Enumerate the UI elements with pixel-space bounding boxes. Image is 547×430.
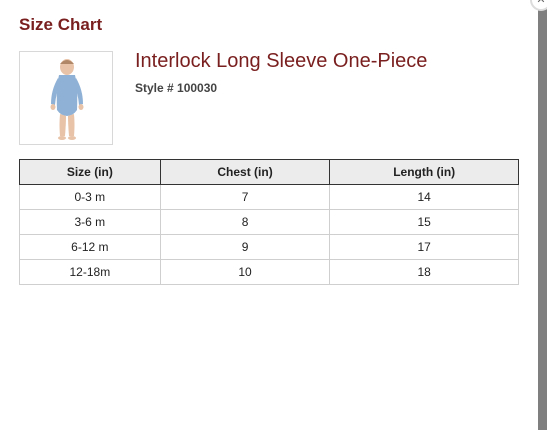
table-row: 6-12 m 9 17 (19, 234, 519, 260)
close-button[interactable]: ✕ (530, 0, 547, 11)
column-header-length: Length (in) (329, 159, 519, 185)
baby-onesie-image (50, 59, 84, 140)
table-row: 3-6 m 8 15 (19, 209, 519, 235)
table-row: 0-3 m 7 14 (19, 184, 519, 210)
cell-chest: 7 (159, 184, 331, 210)
size-chart-table: Size (in) Chest (in) Length (in) 0-3 m 7… (19, 159, 519, 285)
cell-size: 0-3 m (19, 184, 161, 210)
modal-title: Size Chart (19, 15, 103, 34)
close-icon: ✕ (536, 0, 545, 6)
cell-size: 12-18m (19, 259, 161, 285)
product-thumbnail (19, 51, 113, 145)
cell-length: 17 (329, 234, 519, 260)
cell-size: 3-6 m (19, 209, 161, 235)
product-name: Interlock Long Sleeve One-Piece (135, 50, 428, 72)
cell-size: 6-12 m (19, 234, 161, 260)
column-header-chest: Chest (in) (159, 159, 331, 185)
cell-length: 14 (329, 184, 519, 210)
cell-length: 18 (329, 259, 519, 285)
column-header-size: Size (in) (19, 159, 161, 185)
cell-length: 15 (329, 209, 519, 235)
cell-chest: 10 (159, 259, 331, 285)
cell-chest: 9 (159, 234, 331, 260)
table-header-row: Size (in) Chest (in) Length (in) (19, 159, 519, 185)
table-row: 12-18m 10 18 (19, 259, 519, 285)
style-number: Style # 100030 (135, 81, 218, 95)
cell-chest: 8 (159, 209, 331, 235)
